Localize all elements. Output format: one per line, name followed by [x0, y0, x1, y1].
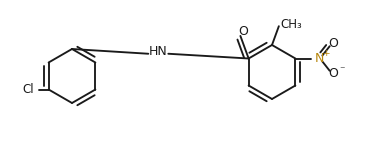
Text: +: + — [321, 49, 329, 58]
Text: Cl: Cl — [23, 83, 35, 96]
Text: HN: HN — [149, 45, 168, 58]
Text: N: N — [315, 52, 324, 65]
Text: CH₃: CH₃ — [280, 18, 302, 31]
Text: ⁻: ⁻ — [339, 65, 344, 75]
Text: O: O — [329, 37, 339, 50]
Text: O: O — [239, 25, 249, 38]
Text: O: O — [329, 67, 339, 80]
